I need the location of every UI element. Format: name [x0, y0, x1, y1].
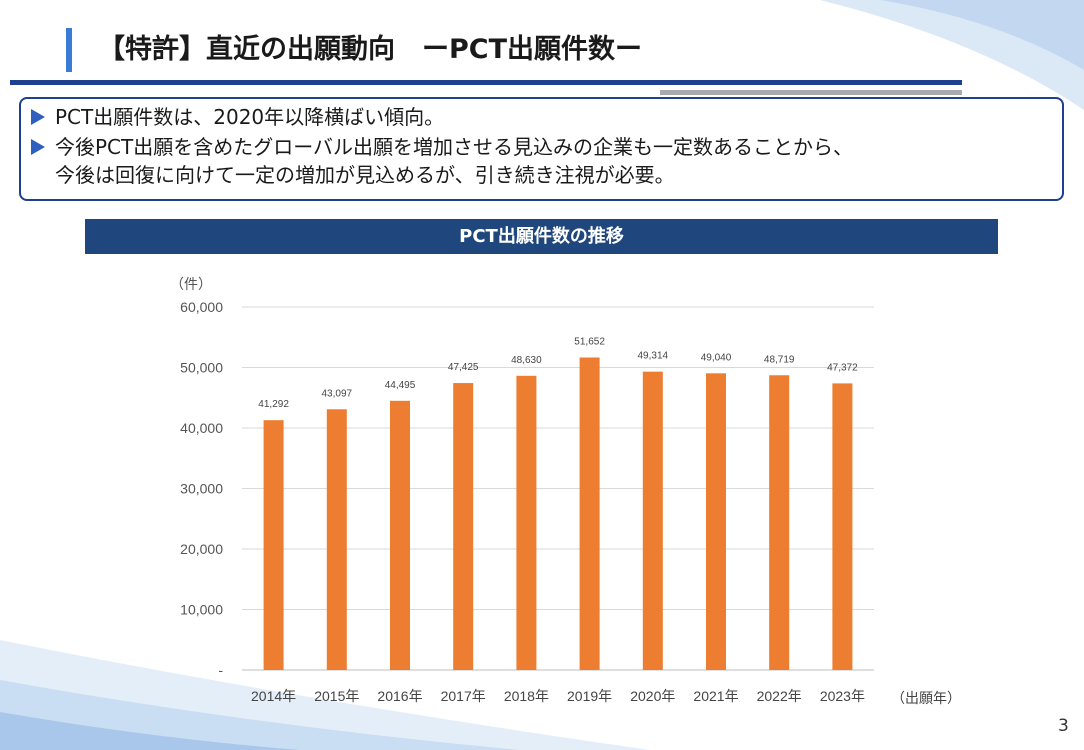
data-label: 41,292	[258, 399, 289, 410]
x-tick-label: 2017年	[441, 688, 486, 704]
bar	[769, 375, 790, 670]
x-tick-label: 2014年	[251, 688, 296, 704]
x-tick-label: 2019年	[567, 688, 612, 704]
y-tick-label: 50,000	[180, 360, 223, 376]
y-axis-label: （件）	[170, 276, 212, 292]
x-tick-label: 2018年	[504, 688, 549, 704]
x-tick-label: 2022年	[757, 688, 802, 704]
slide-title: 【特許】直近の出願動向 ーPCT出願件数ー	[98, 34, 643, 65]
title-accent-bar	[66, 28, 72, 72]
chart-title: PCT出願件数の推移	[85, 219, 998, 254]
y-tick-label: 20,000	[180, 541, 223, 557]
bar	[516, 375, 537, 670]
y-tick-label: 30,000	[180, 481, 223, 497]
data-label: 49,314	[638, 351, 669, 362]
bar	[579, 357, 600, 670]
x-tick-label: 2020年	[630, 688, 675, 704]
bar	[390, 400, 410, 670]
data-label: 48,719	[764, 354, 795, 365]
data-label: 49,040	[701, 352, 732, 363]
y-tick-label: 60,000	[180, 299, 223, 315]
bar	[326, 409, 347, 670]
data-label: 43,097	[322, 388, 353, 399]
summary-bullet-2-continuation: 今後は回復に向けて一定の増加が見込めるが、引き続き注視が必要。	[55, 163, 675, 187]
title-underline-secondary	[660, 90, 962, 95]
y-tick-label: 40,000	[180, 420, 223, 436]
y-tick-label: 10,000	[180, 602, 223, 618]
x-tick-label: 2021年	[693, 688, 738, 704]
data-label: 51,652	[574, 337, 605, 348]
data-label: 47,425	[448, 362, 479, 373]
bar	[832, 383, 853, 670]
summary-bullet-1: PCT出願件数は、2020年以降横ばい傾向。	[31, 103, 444, 131]
x-axis-label: （出願年）	[891, 690, 961, 706]
data-label: 48,630	[511, 355, 542, 366]
data-label: 44,495	[385, 380, 416, 391]
triangle-bullet-icon	[31, 109, 45, 125]
summary-bullet-text: 今後PCT出願を含めたグローバル出願を増加させる見込みの企業も一定数あることから…	[55, 135, 854, 159]
triangle-bullet-icon	[31, 139, 45, 155]
bar	[642, 371, 663, 670]
y-tick-label: -	[218, 662, 223, 678]
x-tick-label: 2015年	[314, 688, 359, 704]
summary-bullet-2: 今後PCT出願を含めたグローバル出願を増加させる見込みの企業も一定数あることから…	[31, 133, 853, 161]
x-tick-label: 2016年	[377, 688, 422, 704]
title-underline	[10, 80, 962, 85]
bar	[263, 420, 284, 670]
summary-bullet-text: PCT出願件数は、2020年以降横ばい傾向。	[55, 105, 445, 129]
page-number: 3	[1058, 716, 1069, 736]
bar	[706, 373, 726, 670]
x-tick-label: 2023年	[820, 688, 865, 704]
bar	[453, 383, 474, 670]
data-label: 47,372	[827, 362, 858, 373]
summary-box: PCT出願件数は、2020年以降横ばい傾向。 今後PCT出願を含めたグローバル出…	[19, 97, 1064, 201]
